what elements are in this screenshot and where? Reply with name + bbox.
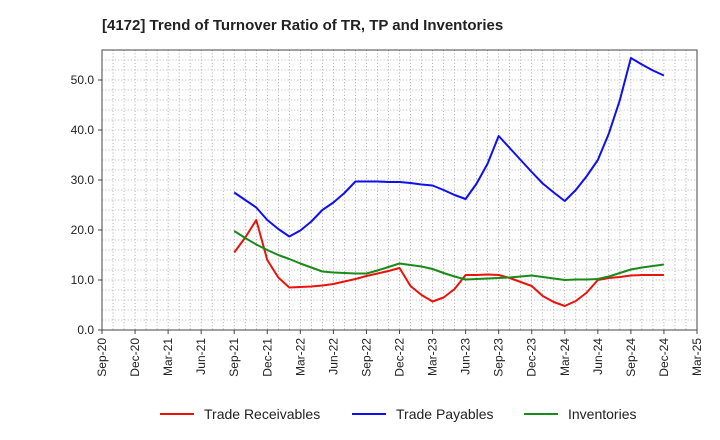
series-layer	[233, 57, 665, 307]
y-tick-label: 30.0	[71, 173, 95, 187]
x-tick-label: Jun-21	[194, 338, 208, 375]
y-tick-label: 10.0	[71, 273, 95, 287]
y-tick-label: 0.0	[77, 323, 94, 337]
legend-label-trade-receivables: Trade Receivables	[204, 406, 320, 422]
legend-label-inventories: Inventories	[568, 406, 636, 422]
x-tick-label: Dec-23	[525, 338, 539, 377]
x-tick-label: Dec-21	[260, 338, 274, 377]
x-tick-label: Sep-24	[624, 338, 638, 377]
y-tick-label: 40.0	[71, 123, 95, 137]
x-tick-label: Dec-24	[657, 338, 671, 377]
x-tick-label: Mar-23	[426, 338, 440, 376]
legend: Trade Receivables Trade Payables Inventori…	[160, 406, 636, 422]
y-axis: 0.0 10.0 20.0 30.0 40.0 50.0	[71, 73, 102, 337]
x-tick-label: Mar-25	[690, 338, 704, 376]
series-line-trade-receivables	[233, 219, 664, 307]
series-line-inventories	[233, 230, 665, 281]
x-axis: Sep-20 Dec-20 Mar-21 Jun-21 Sep-21 Dec-21 Mar-…	[95, 330, 704, 377]
x-tick-label: Jun-23	[459, 338, 473, 375]
x-tick-label: Sep-22	[359, 338, 373, 377]
grid-layer	[102, 50, 697, 330]
x-tick-label: Mar-21	[161, 338, 175, 376]
x-tick-label: Sep-23	[492, 338, 506, 377]
x-tick-label: Jun-22	[326, 338, 340, 375]
chart-title: [4172] Trend of Turnover Ratio of TR, TP…	[102, 17, 503, 34]
x-tick-label: Dec-20	[128, 338, 142, 377]
series-line-trade-payables	[233, 57, 665, 238]
y-tick-label: 20.0	[71, 223, 95, 237]
x-tick-label: Jun-24	[591, 338, 605, 375]
x-tick-label: Mar-22	[293, 338, 307, 376]
x-tick-label: Dec-22	[393, 338, 407, 377]
x-tick-label: Sep-20	[95, 338, 109, 377]
legend-label-trade-payables: Trade Payables	[396, 406, 494, 422]
x-tick-label: Mar-24	[558, 338, 572, 376]
y-tick-label: 50.0	[71, 73, 95, 87]
x-tick-label: Sep-21	[227, 338, 241, 377]
